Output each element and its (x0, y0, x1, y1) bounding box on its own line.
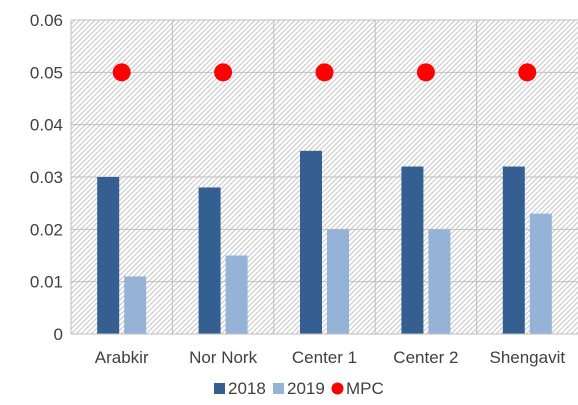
x-tick-label: Shengavit (489, 348, 565, 367)
bar-2019-nor-nork (225, 255, 248, 334)
bars (97, 150, 552, 334)
y-tick-label: 0.05 (30, 63, 63, 82)
legend-swatch-mpc (331, 382, 344, 395)
x-tick-label: Arabkir (95, 348, 149, 367)
legend-swatch-2019 (273, 383, 284, 394)
bar-2018-center-1 (300, 150, 322, 334)
bar-2019-center-2 (428, 229, 451, 334)
mpc-marker (112, 63, 131, 82)
x-tick-label: Nor Nork (189, 348, 258, 367)
y-tick-label: 0.01 (30, 273, 63, 292)
bar-2018-center-2 (401, 166, 424, 334)
x-tick-label: Center 1 (292, 348, 357, 367)
y-tick-label: 0 (54, 325, 63, 344)
y-axis: 0 0.01 0.02 0.03 0.04 0.05 0.06 (30, 11, 63, 344)
mpc-marker (416, 63, 435, 82)
legend-label-mpc: MPC (346, 379, 384, 398)
y-tick-label: 0.04 (30, 116, 63, 135)
y-tick-label: 0.06 (30, 11, 63, 30)
bar-2019-arabkir (124, 276, 147, 334)
bar-2018-nor-nork (198, 187, 221, 334)
bar-2019-shengavit (529, 213, 552, 334)
y-tick-label: 0.02 (30, 220, 63, 239)
legend-label-2019: 2019 (287, 379, 325, 398)
bar-2018-shengavit (502, 166, 525, 334)
mpc-marker (518, 63, 537, 82)
x-axis: Arabkir Nor Nork Center 1 Center 2 Shengavit (71, 333, 578, 367)
legend-label-2018: 2018 (228, 379, 266, 398)
bar-2019-center-1 (327, 229, 349, 334)
legend-swatch-2018 (214, 383, 225, 394)
x-tick-label: Center 2 (393, 348, 458, 367)
bar-2018-arabkir (97, 177, 120, 334)
mpc-markers (112, 63, 537, 82)
gridlines (70, 19, 578, 335)
legend: 2018 2019 MPC (214, 379, 384, 398)
mpc-marker (214, 63, 233, 82)
mpc-marker (315, 63, 334, 82)
y-tick-label: 0.03 (30, 168, 63, 187)
